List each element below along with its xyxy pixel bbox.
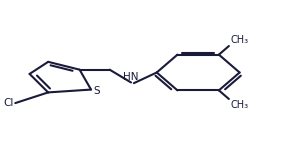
Text: HN: HN <box>123 72 139 82</box>
Text: Cl: Cl <box>3 98 14 108</box>
Text: S: S <box>93 86 100 96</box>
Text: CH₃: CH₃ <box>230 100 249 110</box>
Text: CH₃: CH₃ <box>230 35 249 45</box>
